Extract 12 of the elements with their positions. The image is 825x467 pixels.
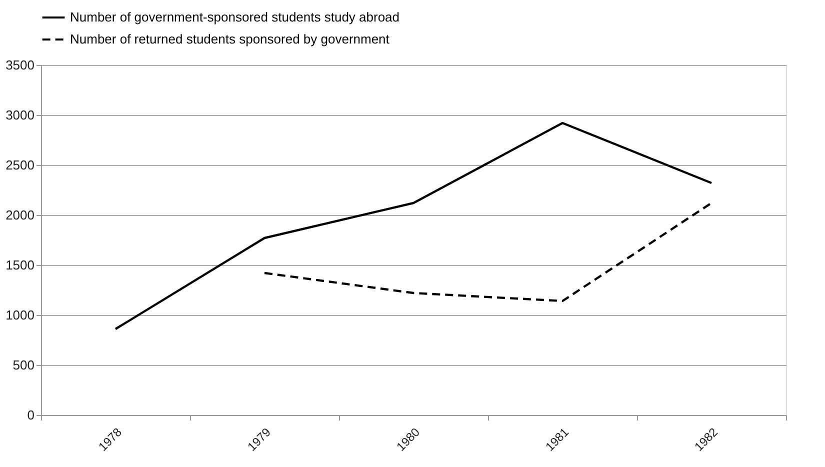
y-tick-label: 2000 (6, 208, 34, 222)
legend-label: Number of returned students sponsored by government (70, 32, 390, 46)
y-tick-label: 3500 (6, 58, 34, 72)
line-series (263, 202, 713, 302)
y-tick-label: 0 (27, 408, 34, 422)
y-tick-label: 3000 (6, 108, 34, 122)
y-tick-label: 1000 (6, 308, 34, 322)
legend-label: Number of government-sponsored students study abroad (70, 10, 400, 24)
y-tick-label: 500 (12, 358, 34, 372)
y-tick-label: 1500 (6, 258, 34, 272)
y-tick-label: 2500 (6, 158, 34, 172)
line-series (114, 122, 713, 330)
